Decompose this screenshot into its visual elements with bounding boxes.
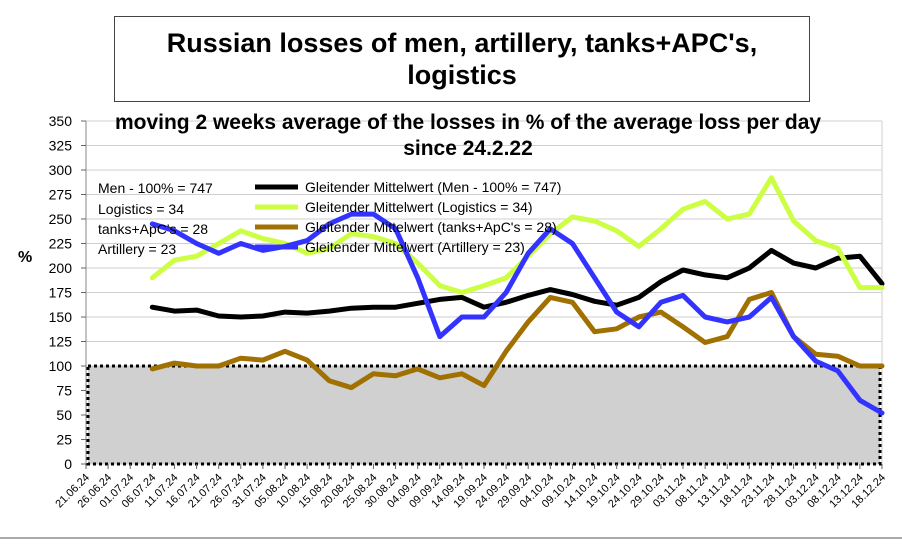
chart-subtitle: moving 2 weeks average of the losses in … xyxy=(114,111,822,160)
y-tick-label: 125 xyxy=(49,334,73,350)
y-tick-label: 350 xyxy=(49,113,73,129)
legend: Gleitender Mittelwert (Men - 100% = 747)… xyxy=(255,179,561,255)
y-tick-label: 200 xyxy=(49,260,73,276)
y-tick-label: 100 xyxy=(49,358,73,374)
y-tick-label: 275 xyxy=(49,187,73,203)
y-tick-label: 250 xyxy=(49,211,73,227)
y-tick-label: 325 xyxy=(49,138,73,154)
y-axis-label: % xyxy=(18,249,33,266)
y-tick-label: 225 xyxy=(49,236,73,252)
legend-label-0: Gleitender Mittelwert (Men - 100% = 747) xyxy=(305,179,561,195)
legend-note-men: Men - 100% = 747 xyxy=(98,180,213,196)
reference-band xyxy=(86,364,882,466)
legend-note-logistics: Logistics = 34 xyxy=(98,201,184,217)
y-tick-label: 25 xyxy=(56,432,72,448)
y-axis-ticks: 0 25 50 75 100 125 150 175 200 225 250 275 300 325 350 xyxy=(49,113,86,472)
y-tick-label: 150 xyxy=(49,309,73,325)
series-line-2 xyxy=(149,290,885,391)
y-tick-label: 75 xyxy=(56,383,72,399)
y-tick-label: 300 xyxy=(49,162,73,178)
chart-title: Russian losses of men, artillery, tanks+… xyxy=(114,16,810,102)
legend-label-3: Gleitender Mittelwert (Artillery = 23) xyxy=(305,239,525,255)
y-tick-label: 50 xyxy=(56,407,72,423)
x-axis-ticks: 21.06.2426.06.2401.07.2406.07.2411.07.24… xyxy=(53,464,888,510)
legend-label-1: Gleitender Mittelwert (Logistics = 34) xyxy=(305,199,533,215)
series-line-0 xyxy=(149,247,885,320)
series-line-1 xyxy=(149,175,885,295)
legend-note-tanks: tanks+ApC's = 28 xyxy=(98,221,209,237)
y-tick-label: 175 xyxy=(49,285,73,301)
y-tick-label: 0 xyxy=(64,456,72,472)
legend-label-2: Gleitender Mittelwert (tanks+ApC's = 28) xyxy=(305,219,557,235)
legend-note-artillery: Artillery = 23 xyxy=(98,241,177,257)
